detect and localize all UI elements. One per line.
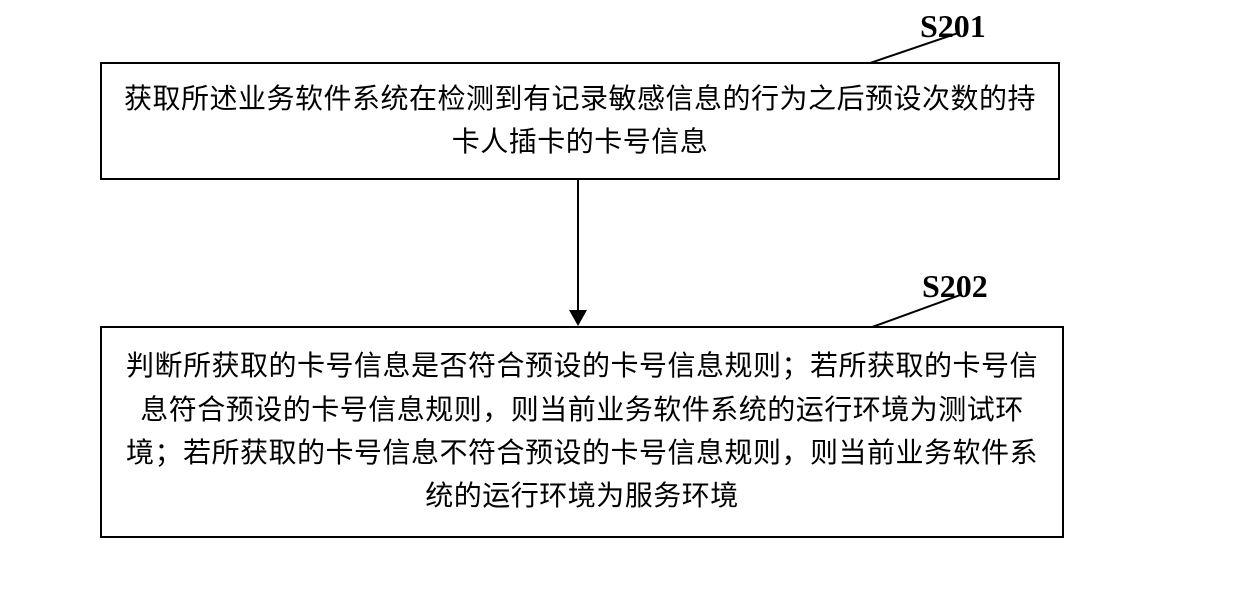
leader-line-s202 [872,294,961,328]
arrow-line [577,180,579,310]
step-label-s202: S202 [922,268,988,305]
flow-step-s201-text: 获取所述业务软件系统在检测到有记录敏感信息的行为之后预设次数的持卡人插卡的卡号信… [122,78,1038,165]
flow-step-s201: 获取所述业务软件系统在检测到有记录敏感信息的行为之后预设次数的持卡人插卡的卡号信… [100,62,1060,180]
arrow-head-icon [569,310,587,326]
flow-step-s202-text: 判断所获取的卡号信息是否符合预设的卡号信息规则；若所获取的卡号信息符合预设的卡号… [122,345,1042,519]
step-label-s201: S201 [920,8,986,45]
flow-step-s202: 判断所获取的卡号信息是否符合预设的卡号信息规则；若所获取的卡号信息符合预设的卡号… [100,326,1064,538]
leader-line-s201 [870,32,959,64]
